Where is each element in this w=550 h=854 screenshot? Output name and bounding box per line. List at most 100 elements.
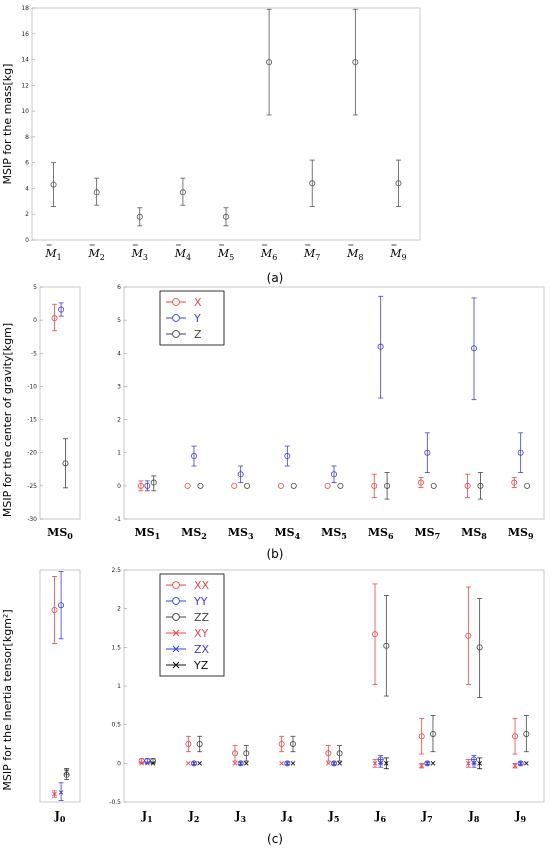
x-category-label: M5 (217, 247, 234, 262)
data-point (243, 750, 250, 757)
x-category-label: MS1 (134, 526, 160, 541)
data-point (50, 181, 57, 188)
legend-label: YY (193, 595, 208, 608)
data-point (284, 453, 291, 460)
data-point (512, 763, 518, 768)
chart-panel-0: 0 2 4 6 8 10 12 14 16 18 MSIP for the mass[kg] M1 M2… (1, 5, 421, 262)
legend-marker (172, 298, 180, 306)
y-tick-label: 8 (25, 134, 29, 141)
data-point (418, 733, 425, 740)
legend-label: Y (193, 312, 201, 325)
data-point (238, 761, 243, 766)
y-tick-label: -30 (27, 516, 37, 523)
data-point (517, 449, 524, 456)
y-tick-label: -25 (27, 483, 37, 490)
x-category-label: J0 (54, 809, 66, 824)
data-point (190, 453, 197, 460)
data-point (336, 750, 343, 757)
x-category-label: MS2 (181, 526, 207, 541)
data-point (424, 760, 431, 767)
x-category-label: M6 (260, 247, 277, 262)
data-point (372, 761, 378, 766)
data-point (477, 761, 482, 766)
legend-marker (172, 645, 180, 653)
data-point (244, 482, 251, 489)
chart-panel-4: -0.5 0 0.5 1 1.5 2 2.5 J1 J2 J3 J4 J5 J6 J7 J8 J9 XX YY ZZ… (109, 567, 545, 824)
x-category-label: MS0 (47, 526, 73, 541)
x-category-label: MS6 (368, 526, 394, 541)
data-point (279, 761, 285, 766)
data-point (51, 315, 58, 322)
chart-panel-2: -1 0 1 2 3 4 5 6 MS1 MS2 MS3 MS4 MS5 MS6 MS7 MS8 MS9 XYZ (115, 284, 545, 541)
data-point (465, 632, 472, 639)
legend-label: YZ (193, 659, 209, 672)
data-point (511, 479, 518, 486)
y-tick-label: 4 (117, 350, 121, 357)
y-tick-label: 14 (21, 57, 29, 64)
y-tick-label: 2 (25, 211, 29, 218)
data-point (144, 482, 151, 489)
x-category-label: M3 (131, 247, 148, 262)
y-tick-label: 0 (117, 483, 121, 490)
y-tick-label: 1 (117, 683, 121, 690)
legend-marker (172, 661, 180, 669)
legend-label: Z (194, 328, 202, 341)
data-point (290, 482, 297, 489)
data-point (278, 741, 285, 748)
plot-frame (39, 569, 81, 803)
legend-marker (172, 613, 180, 621)
data-point (222, 213, 229, 220)
data-point (309, 180, 316, 187)
data-point (518, 761, 523, 766)
data-point (136, 213, 143, 220)
y-tick-label: 0 (117, 760, 121, 767)
data-point (150, 761, 156, 766)
data-point (384, 482, 391, 489)
legend-label: ZX (194, 643, 210, 656)
x-category-label: J5 (328, 809, 340, 824)
data-point (324, 482, 331, 489)
data-point (330, 471, 337, 478)
y-tick-label: 2 (117, 606, 121, 613)
data-point (476, 644, 483, 651)
panel-caption: (b) (267, 547, 284, 561)
y-tick-label: 18 (21, 5, 29, 12)
y-tick-label: 1 (117, 450, 121, 457)
legend-marker (172, 314, 180, 322)
data-point (330, 760, 337, 767)
data-point (62, 460, 69, 467)
legend-label: X (194, 296, 202, 309)
x-category-label: M8 (346, 247, 363, 262)
panel-caption: (c) (267, 832, 283, 846)
data-point (277, 482, 284, 489)
x-category-label: J6 (374, 809, 386, 824)
legend-marker (172, 597, 180, 605)
y-tick-label: 6 (25, 160, 29, 167)
data-point (377, 343, 384, 350)
y-tick-label: 2 (117, 417, 121, 424)
data-point (425, 761, 430, 766)
x-category-label: J9 (514, 809, 526, 824)
data-point (150, 479, 157, 486)
legend-label: XX (194, 579, 210, 592)
x-category-label: J2 (188, 809, 200, 824)
data-point (289, 741, 296, 748)
data-point (430, 482, 437, 489)
data-point (237, 471, 244, 478)
data-point (284, 760, 291, 767)
data-point (58, 602, 65, 609)
x-category-label: J1 (141, 809, 153, 824)
x-category-label: MS8 (461, 526, 487, 541)
data-point (372, 631, 379, 638)
data-point (139, 761, 145, 766)
chart-panel-1: -30 -25 -20 -15 -10 -5 0 5 MSIP for the center o… (1, 284, 81, 541)
plot-frame (39, 286, 81, 520)
data-point (185, 741, 192, 748)
data-point (430, 761, 436, 766)
x-category-label: MS5 (321, 526, 347, 541)
data-point (232, 761, 238, 766)
y-tick-label: 1.5 (111, 644, 121, 651)
legend-label: XY (194, 627, 209, 640)
data-point (466, 761, 471, 766)
data-point (378, 761, 383, 766)
